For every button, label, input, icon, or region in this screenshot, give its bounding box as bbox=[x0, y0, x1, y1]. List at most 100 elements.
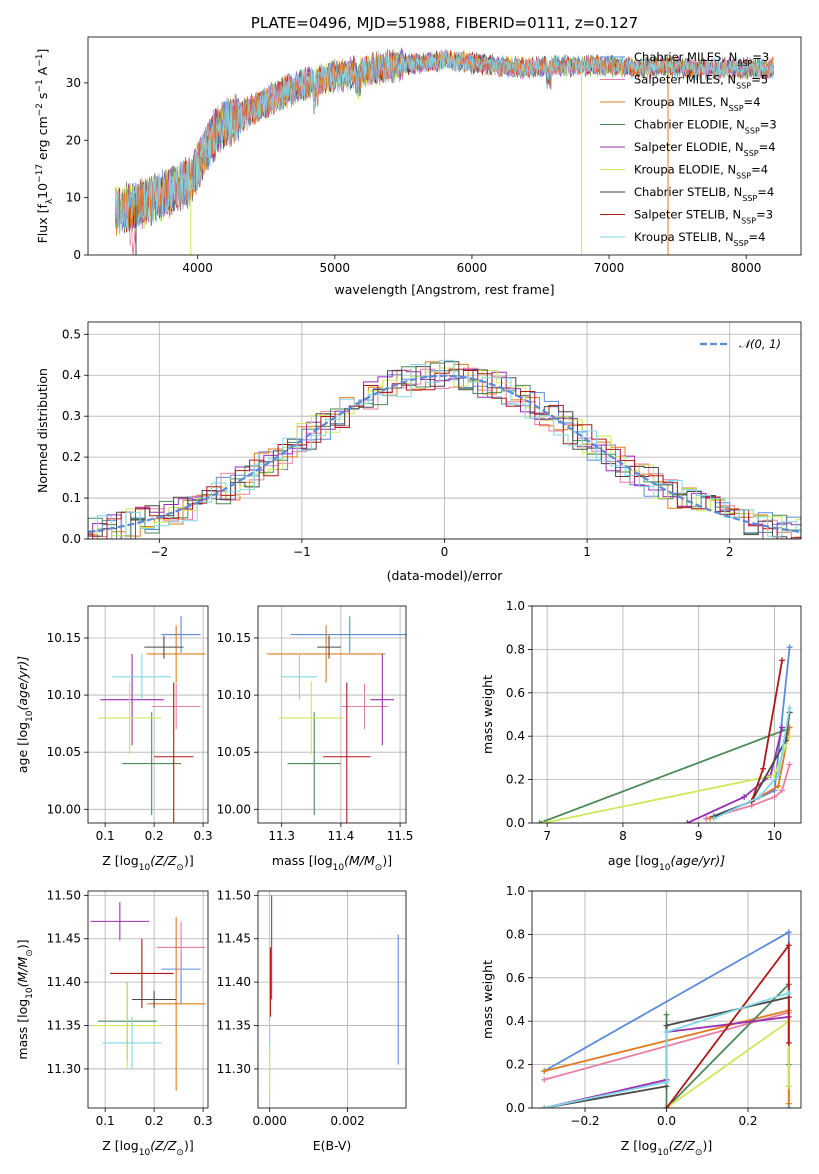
y-tick-label: 11.30 bbox=[47, 1062, 81, 1076]
legend-entry: Kroupa MILES, NSSP=4 bbox=[634, 95, 761, 113]
legend-nssp-label: N bbox=[736, 118, 745, 132]
x-tick-label: 5000 bbox=[320, 261, 351, 275]
x-label-part: )] bbox=[184, 853, 194, 868]
legend-series-name: Salpeter STELIB bbox=[634, 208, 725, 222]
x-label-sub: ⊙ bbox=[176, 863, 184, 873]
y-tick-label: 11.40 bbox=[47, 975, 81, 989]
y-tick-label: 0 bbox=[73, 248, 81, 262]
legend-entry: Chabrier STELIB, NSSP=4 bbox=[634, 185, 774, 203]
legend-nssp-value: 3 bbox=[769, 118, 776, 132]
y-axis-label: age [log10(age/yr)] bbox=[15, 656, 35, 773]
y-label-sup: −1 bbox=[35, 54, 45, 67]
y-label-part: (age/yr)] bbox=[15, 656, 30, 711]
x-tick-label: 9 bbox=[695, 829, 703, 843]
y-axis-label: mass [log10(M/M⊙)] bbox=[15, 939, 35, 1059]
histogram-salpeter-elodie bbox=[88, 368, 801, 539]
x-axis-label: wavelength [Angstrom, rest frame] bbox=[334, 282, 554, 297]
chart-title: PLATE=0496, MJD=51988, FIBERID=0111, z=0… bbox=[251, 14, 638, 32]
x-label-sub: 10 bbox=[139, 1148, 151, 1158]
x-label-part: mass [log bbox=[272, 853, 333, 868]
x-tick-label: 4000 bbox=[182, 261, 213, 275]
x-label-part: E(B-V) bbox=[313, 1138, 352, 1153]
x-tick-label: −2 bbox=[150, 545, 168, 559]
errorbar-salpeter-elodie bbox=[90, 902, 150, 941]
legend-series-name: Kroupa STELIB bbox=[634, 230, 718, 244]
x-axis-label: Z [log10(Z/Z⊙)] bbox=[102, 853, 193, 873]
y-tick-label: 30 bbox=[66, 76, 81, 90]
axes-frame bbox=[87, 890, 209, 1109]
x-tick-label: 0.2 bbox=[738, 1114, 757, 1128]
y-tick-label: 11.50 bbox=[217, 888, 251, 902]
errorbar-salpeter-stelib bbox=[154, 682, 194, 823]
legend-series-name: Chabrier MILES bbox=[634, 50, 721, 64]
y-tick-label: 10.00 bbox=[47, 802, 81, 816]
errorbar-kroupa-miles bbox=[146, 625, 206, 683]
y-label-part: age [log bbox=[15, 722, 30, 773]
legend-nssp-sub: SSP bbox=[741, 216, 756, 225]
legend-nssp-label: N bbox=[727, 163, 736, 177]
mass-vs-ebv-panel: 0.000 0.002 11.30 11.35 11.40 11.45 11.50 E(B-V… bbox=[217, 888, 407, 1153]
legend-nssp-sub: SSP bbox=[736, 171, 751, 180]
legend-nssp-sub: SSP bbox=[742, 194, 757, 203]
legend-series-name: Kroupa ELODIE bbox=[634, 163, 720, 177]
y-tick-label: 0.2 bbox=[62, 450, 81, 464]
legend-series-name: Chabrier ELODIE bbox=[634, 118, 729, 132]
x-axis-label: mass [log10(M/M⊙)] bbox=[272, 853, 392, 873]
axes-frame bbox=[257, 605, 407, 824]
errorbar-salpeter-stelib bbox=[323, 682, 371, 823]
errorbar-salpeter-elodie bbox=[100, 653, 164, 746]
x-tick-label: 8 bbox=[619, 829, 627, 843]
x-axis-label: Z [log10(Z/Z⊙)] bbox=[621, 1138, 712, 1158]
y-tick-label: 0.4 bbox=[506, 729, 525, 743]
y-tick-label: 0.5 bbox=[62, 327, 81, 341]
errorbar-kroupa-elodie bbox=[92, 982, 162, 1069]
y-tick-label: 0.4 bbox=[62, 368, 81, 382]
weight-line-kroupa-stelib bbox=[541, 989, 792, 1108]
legend-entry: 𝒩(0, 1) bbox=[739, 337, 781, 351]
x-axis-label: (data-model)/error bbox=[387, 568, 504, 583]
y-tick-label: 0.3 bbox=[62, 409, 81, 423]
x-label-part: (Z/Z bbox=[150, 1138, 177, 1153]
x-tick-label: 1 bbox=[583, 545, 591, 559]
x-tick-label: 11.5 bbox=[387, 829, 414, 843]
axes-frame bbox=[257, 890, 407, 1109]
x-tick-label: 11.4 bbox=[328, 829, 355, 843]
y-tick-label: 1.0 bbox=[506, 599, 525, 613]
y-tick-label: 10.15 bbox=[47, 631, 81, 645]
normal-curve bbox=[88, 374, 801, 533]
errorbar-kroupa-stelib bbox=[281, 653, 318, 700]
x-label-part: (M/M bbox=[344, 853, 375, 868]
legend-nssp-value: 4 bbox=[768, 140, 775, 154]
y-tick-label: 0.8 bbox=[506, 642, 525, 656]
legend-nssp-value: 4 bbox=[761, 163, 768, 177]
y-label-part: Flux [f bbox=[35, 204, 50, 244]
legend-series-name: Chabrier STELIB bbox=[634, 185, 726, 199]
y-axis-label: mass weight bbox=[480, 960, 495, 1039]
x-tick-label: 0 bbox=[441, 545, 449, 559]
x-label-sub: ⊙ bbox=[176, 1148, 184, 1158]
x-label-part: )] bbox=[382, 853, 392, 868]
x-tick-label: 0.1 bbox=[96, 829, 115, 843]
legend-series-name: Salpeter ELODIE bbox=[634, 140, 728, 154]
errorbar-salpeter-stelib bbox=[110, 938, 174, 1009]
y-label-sup: −2 bbox=[35, 103, 45, 116]
errorbar-kroupa-miles bbox=[266, 625, 386, 683]
y-axis-label: Normed distribution bbox=[35, 368, 50, 493]
y-label-part: mass [log bbox=[15, 999, 30, 1060]
y-label-part: )] bbox=[15, 939, 30, 949]
legend-nssp-sub: SSP bbox=[729, 104, 744, 113]
y-label-sub: λ bbox=[45, 198, 55, 204]
y-tick-label: 10.05 bbox=[217, 745, 251, 759]
x-tick-label: 0.000 bbox=[253, 1114, 287, 1128]
y-tick-label: 0.4 bbox=[506, 1014, 525, 1028]
legend-entry: Chabrier ELODIE, NSSP=3 bbox=[634, 118, 777, 136]
x-tick-label: 0.2 bbox=[145, 1114, 164, 1128]
x-label-part: )] bbox=[702, 1138, 712, 1153]
legend-nssp-label: N bbox=[729, 50, 738, 64]
legend-nssp-label: N bbox=[727, 73, 736, 87]
x-tick-label: −0.2 bbox=[570, 1114, 599, 1128]
y-tick-label: 0.0 bbox=[506, 1101, 525, 1115]
y-tick-label: 0.6 bbox=[506, 686, 525, 700]
y-label-part: (M/M bbox=[15, 957, 30, 988]
mass-vs-metallicity-panel: 0.1 0.2 0.3 11.30 11.35 11.40 11.45 11.50 Z [log… bbox=[15, 888, 213, 1158]
